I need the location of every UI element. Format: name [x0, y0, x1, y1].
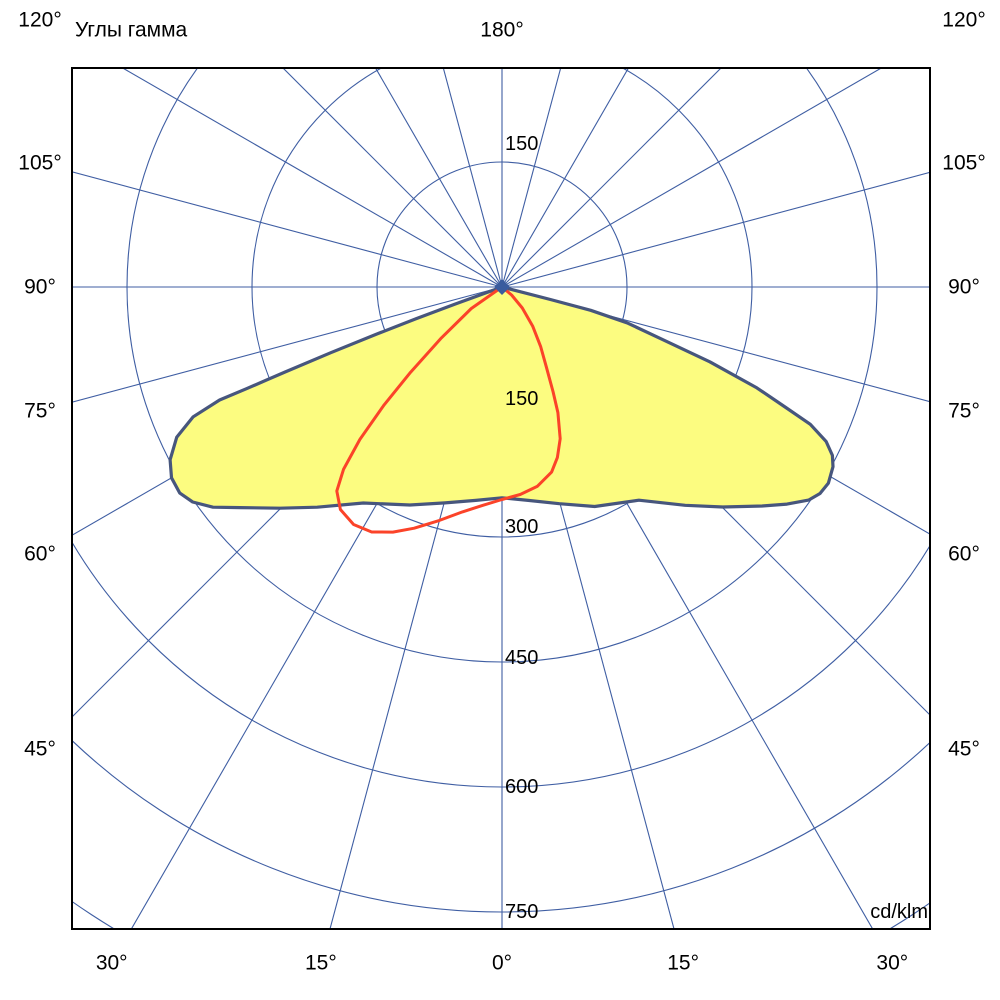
radial-tick-label-150: 150 — [505, 387, 539, 410]
top-axis-label-180: 180° — [480, 18, 524, 42]
grid-radial-75 — [501, 286, 930, 403]
diagram-title: Углы гамма — [75, 18, 188, 42]
grid-radial-105 — [501, 171, 930, 288]
radial-tick-label-450: 450 — [505, 646, 539, 669]
radial-tick-label-750: 750 — [505, 900, 539, 923]
grid-radial-150 — [501, 68, 630, 288]
grid-radial-135 — [501, 68, 722, 288]
grid-radial-195 — [442, 68, 503, 288]
left-axis-label-45: 45° — [24, 737, 56, 761]
right-axis-label-90: 90° — [948, 275, 980, 299]
radial-tick-label-600: 600 — [505, 775, 539, 798]
center-diamond-marker — [494, 279, 510, 295]
right-axis-label-60: 60° — [948, 542, 980, 566]
curve-c0-c180 — [168, 285, 835, 510]
radial-tick-label-top-150: 150 — [505, 133, 539, 155]
grid-radial-285 — [72, 286, 503, 403]
left-axis-label-120: 120° — [18, 8, 62, 32]
unit-label-cd-klm: cd/klm — [870, 901, 928, 923]
grid-radial-210 — [374, 68, 503, 288]
left-axis-label-75: 75° — [24, 399, 56, 423]
bottom-axis-label-1: 15° — [304, 951, 337, 975]
bottom-axis-label-2: 0° — [491, 951, 513, 975]
radial-tick-label-300: 300 — [505, 515, 539, 538]
right-axis-label-105: 105° — [942, 151, 986, 175]
grid-radial-255 — [72, 171, 503, 288]
left-axis-label-90: 90° — [24, 275, 56, 299]
curve-c90-c270 — [335, 285, 562, 534]
bottom-axis-label-3: 15° — [667, 951, 700, 975]
right-axis-label-120: 120° — [942, 8, 986, 32]
left-axis-label-105: 105° — [18, 151, 62, 175]
bottom-axis-label-4: 30° — [876, 951, 909, 975]
grid-radial-225 — [282, 68, 503, 288]
plot-frame — [71, 67, 931, 930]
grid-radial-120 — [501, 68, 883, 288]
grid-radial-240 — [121, 68, 503, 288]
right-axis-label-75: 75° — [948, 399, 980, 423]
bottom-axis-label-0: 30° — [95, 951, 128, 975]
right-axis-label-45: 45° — [948, 737, 980, 761]
grid-radial-165 — [501, 68, 562, 288]
left-axis-label-60: 60° — [24, 542, 56, 566]
